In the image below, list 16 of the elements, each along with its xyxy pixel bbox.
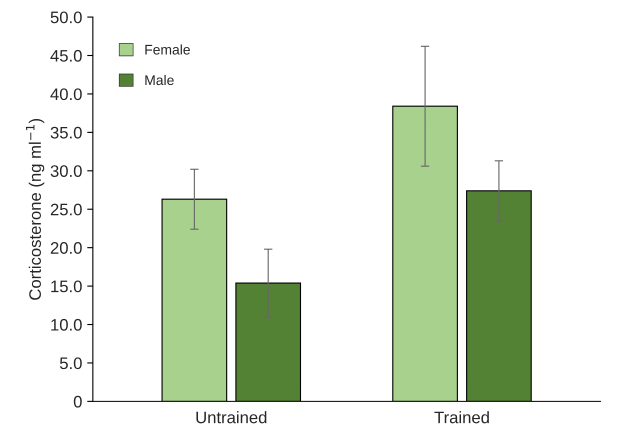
x-tick-label: Untrained <box>196 411 266 424</box>
y-tick-label: 45.0 <box>50 50 82 62</box>
y-tick-label: 15.0 <box>51 280 82 292</box>
y-tick-label: 35.0 <box>50 126 82 139</box>
y-tick-label: 50.0 <box>50 11 82 24</box>
y-tick-label: 25.0 <box>50 204 82 216</box>
legend-label: Male <box>145 74 174 86</box>
legend-label: Female <box>145 44 190 55</box>
x-tick-label: Trained <box>434 411 489 424</box>
y-tick-label: 40.0 <box>50 88 82 100</box>
y-tick-label: 10.0 <box>51 318 82 331</box>
y-tick-label: 0 <box>74 396 82 408</box>
y-tick-label: 30.0 <box>50 165 82 178</box>
y-axis-title: Corticosterone (ng ml$^{−1}$) <box>26 119 44 300</box>
y-tick-label: 5.0 <box>60 357 82 370</box>
y-tick-label: 20.0 <box>50 242 82 254</box>
